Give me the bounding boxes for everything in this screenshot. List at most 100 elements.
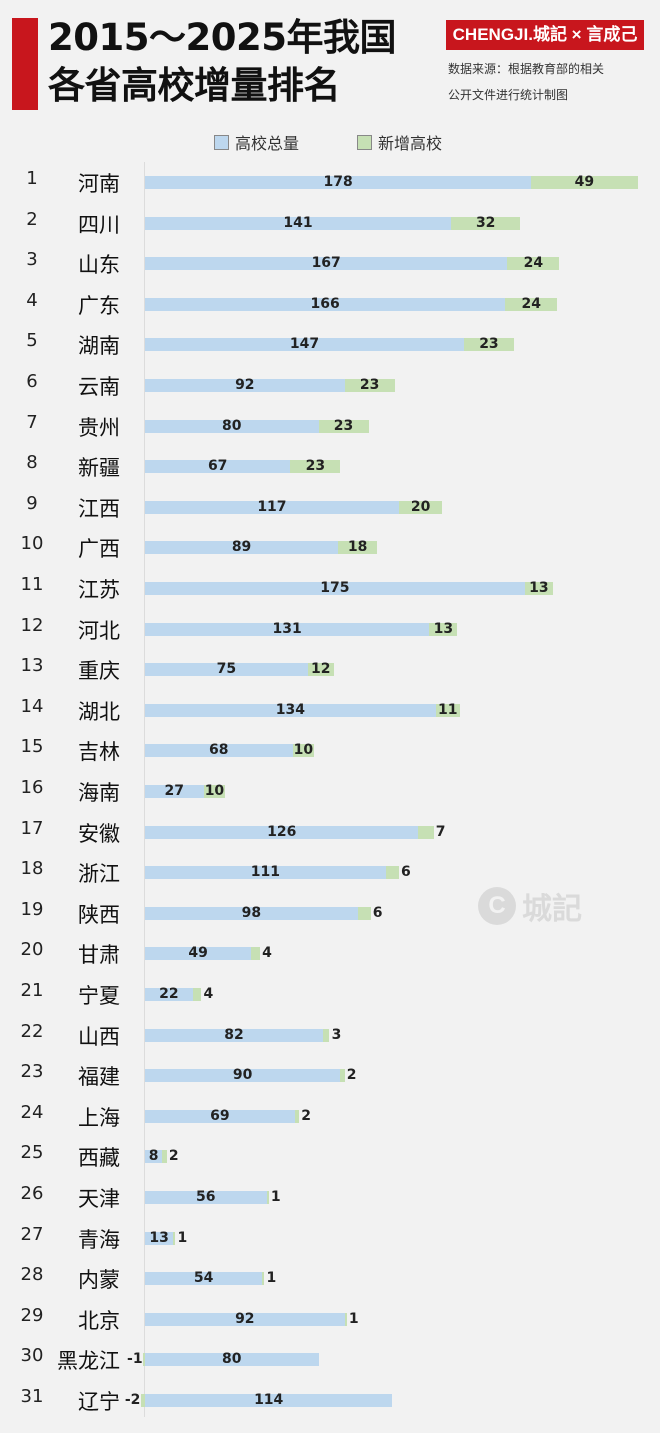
rank-label: 6: [26, 371, 38, 392]
rank-label: 17: [20, 817, 44, 839]
data-label-new: 6: [372, 904, 383, 921]
bar-new: [162, 1150, 167, 1164]
category-label: 广东: [78, 293, 120, 318]
page-title-line2: 各省高校增量排名: [48, 64, 341, 107]
data-label-total: 134: [275, 701, 305, 718]
category-label: 西藏: [78, 1146, 120, 1171]
table-row: 28 内蒙 54 1: [0, 1262, 660, 1302]
data-label-new: 2: [346, 1067, 357, 1084]
rank-label: 14: [20, 695, 44, 717]
bar-total: [145, 1394, 393, 1407]
chart-legend: 高校总量 新增高校: [0, 130, 660, 153]
bar-total: [145, 176, 532, 189]
data-label-total: 90: [232, 1067, 253, 1084]
table-row: 15 吉林 68 10: [0, 734, 660, 774]
bar-new: [203, 785, 226, 798]
data-label-new: 10: [293, 742, 314, 759]
bar-new: [251, 947, 260, 961]
rank-label: 4: [26, 289, 38, 311]
data-label-total: 75: [216, 661, 237, 678]
table-row: 25 西藏 8 2: [0, 1140, 660, 1180]
rank-label: 24: [20, 1101, 44, 1123]
bar-total: [145, 703, 436, 717]
data-label-total: 114: [254, 1392, 284, 1408]
bar-total: [145, 257, 508, 271]
bar-new: [463, 338, 514, 352]
legend-item-total: 高校总量: [214, 130, 299, 154]
rank-label: 19: [20, 898, 44, 920]
bar-total: [145, 582, 525, 595]
bar-total: [145, 947, 252, 961]
category-label: 青海: [78, 1227, 120, 1252]
data-label-total: 49: [188, 945, 208, 962]
data-label-new: 11: [437, 701, 458, 718]
category-label: 陕西: [78, 902, 120, 927]
data-label-new: 6: [401, 864, 411, 881]
category-label: 新疆: [78, 456, 120, 481]
bar-total: [145, 1150, 163, 1164]
table-row: 12 河北 131 13: [0, 613, 660, 653]
data-label-total: 89: [231, 539, 252, 556]
data-label-new: 32: [475, 214, 496, 231]
data-label-total: 126: [267, 823, 297, 840]
table-row: 6 云南 92 23: [0, 369, 660, 409]
bar-total: [145, 1191, 267, 1204]
rank-label: 13: [20, 655, 44, 677]
category-label: 贵州: [78, 415, 120, 440]
category-label: 黑龙江: [57, 1349, 120, 1374]
bar-new: [292, 744, 315, 758]
data-label-new: 23: [479, 336, 499, 353]
rank-label: 25: [20, 1142, 44, 1164]
bar-new: [507, 257, 560, 271]
title-accent-bar: [12, 18, 38, 110]
table-row: 20 甘肃 49 4: [0, 937, 660, 977]
bar-total: [145, 500, 399, 514]
data-label-new: 18: [347, 539, 368, 556]
rank-label: 18: [20, 858, 44, 880]
bar-new: [173, 1231, 176, 1245]
data-label-new: 23: [305, 458, 326, 475]
data-label-total: 68: [209, 742, 229, 759]
data-label-total: 22: [159, 986, 179, 1002]
bar-total: [145, 866, 386, 880]
table-row: 4 广东 166 24: [0, 288, 660, 328]
rank-label: 11: [20, 574, 44, 595]
bar-total: [145, 1272, 263, 1286]
data-label-new: 13: [529, 580, 549, 596]
bar-new: [524, 582, 553, 595]
data-label-total: 67: [207, 458, 228, 475]
bar-total: [145, 297, 506, 311]
table-row: 27 青海 13 1: [0, 1222, 660, 1262]
table-row: 2 四川 141 32: [0, 207, 660, 247]
bar-new: [266, 1191, 269, 1204]
table-row: 11 江苏 175 13: [0, 572, 660, 612]
bar-new: [505, 297, 558, 311]
category-label: 河北: [78, 618, 120, 643]
table-row: 13 重庆 75 12: [0, 653, 660, 693]
data-label-new: 23: [359, 377, 380, 393]
category-label: 天津: [78, 1187, 120, 1211]
category-label: 湖南: [78, 334, 120, 359]
brand-logo: CHENGJI.城記 × 言成己: [446, 20, 644, 50]
category-label: 宁夏: [78, 984, 120, 1008]
rank-label: 10: [20, 533, 44, 555]
data-label-new: -2: [124, 1392, 141, 1408]
data-label-new: 1: [266, 1270, 277, 1287]
category-label: 山西: [78, 1024, 120, 1049]
table-row: 8 新疆 67 23: [0, 450, 660, 490]
rank-label: 20: [20, 939, 44, 961]
data-label-total: 111: [250, 864, 281, 881]
table-row: 5 湖南 147 23: [0, 328, 660, 368]
table-row: 14 湖北 134 11: [0, 694, 660, 734]
bar-total: [145, 1312, 345, 1326]
data-label-new: 24: [523, 255, 544, 272]
data-label-total: 98: [241, 904, 262, 921]
bar-new: [318, 419, 369, 433]
bar-new: [340, 1069, 345, 1083]
bar-total: [145, 1028, 323, 1042]
bar-total: [145, 663, 308, 677]
bar-new: [262, 1272, 265, 1286]
data-label-new: 23: [333, 417, 354, 434]
data-label-total: 80: [222, 417, 242, 434]
bar-total: [145, 1069, 341, 1083]
